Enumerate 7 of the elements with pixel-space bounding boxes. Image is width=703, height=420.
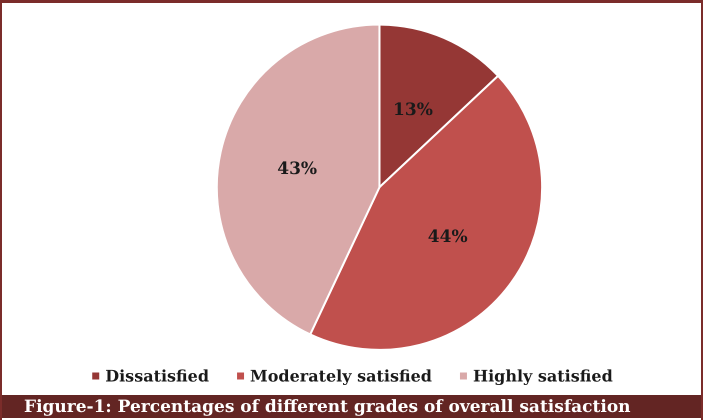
- data-label: 43%: [277, 158, 318, 179]
- legend-label: Highly satisfied: [472, 366, 613, 386]
- legend-label: Dissatisfied: [105, 366, 210, 386]
- data-label: 44%: [428, 226, 468, 247]
- data-label: 13%: [393, 100, 433, 120]
- legend-label: Moderately satisfied: [250, 366, 432, 386]
- text: Figure-1: Percentages of different grades of overall satisfaction: [2, 395, 701, 418]
